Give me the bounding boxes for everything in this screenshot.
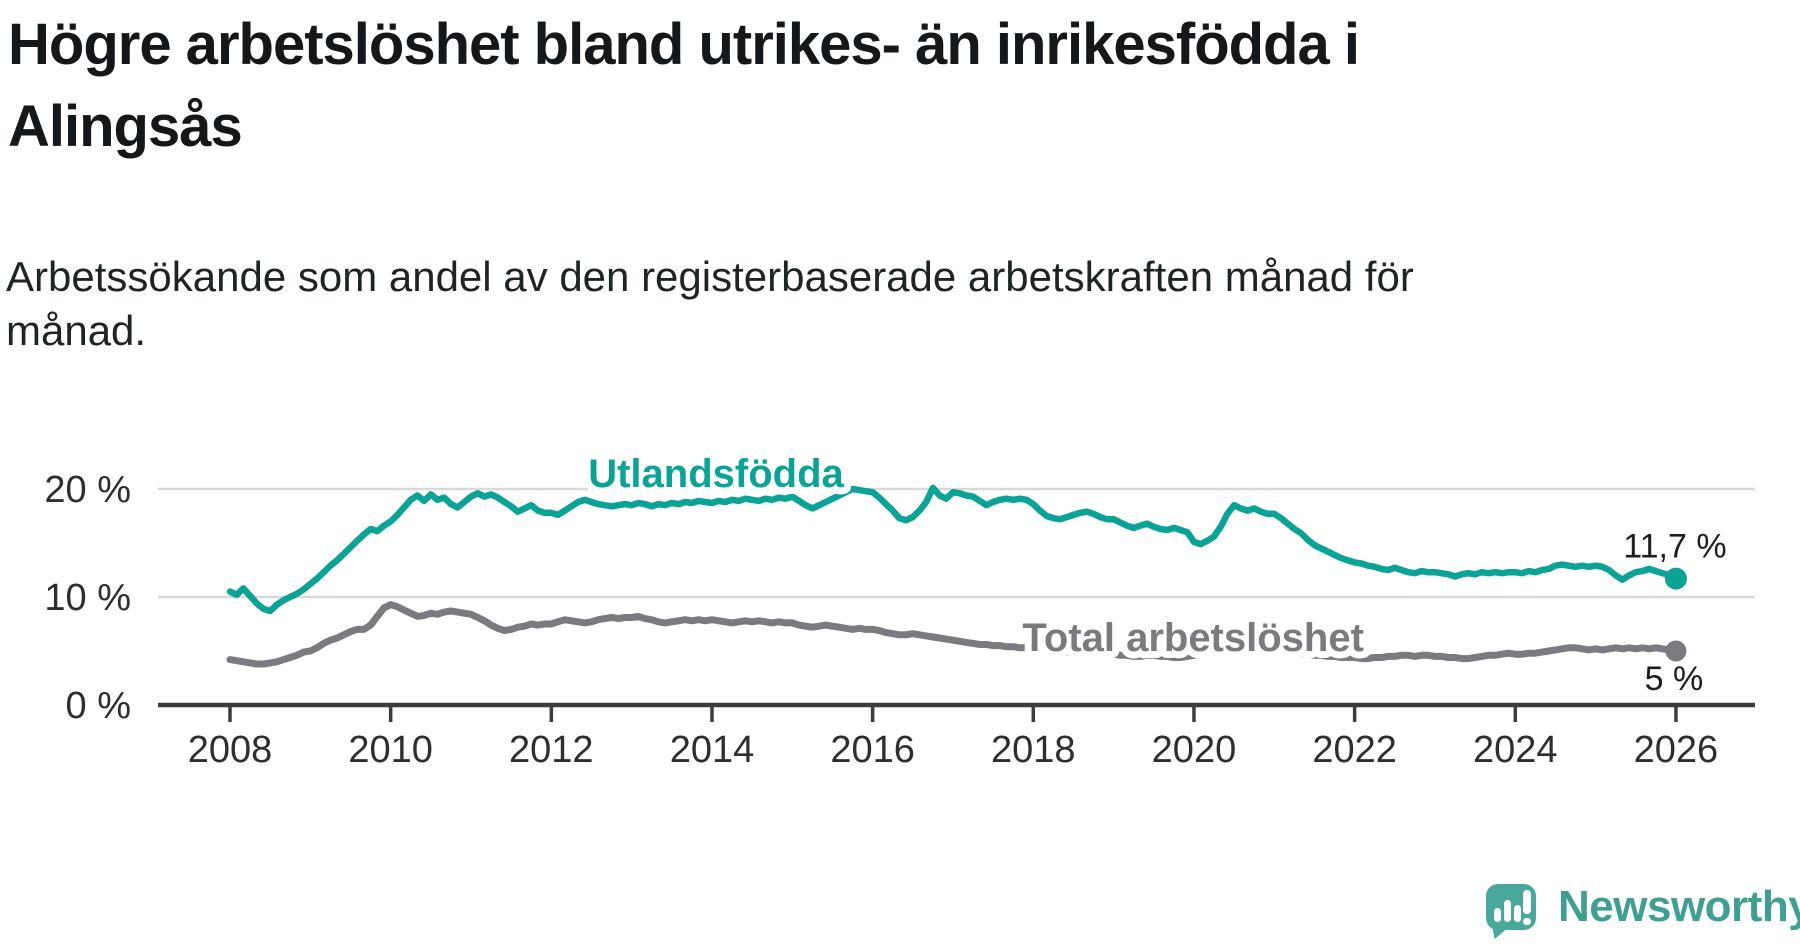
x-axis-tick-label: 2008 bbox=[188, 729, 273, 771]
x-axis-tick-label: 2022 bbox=[1312, 729, 1397, 771]
x-axis-tick-label: 2014 bbox=[670, 729, 755, 771]
series-label-utlandsfodda: Utlandsfödda bbox=[588, 452, 844, 496]
x-axis-tick-label: 2020 bbox=[1152, 729, 1237, 771]
page-title: Högre arbetslöshet bland utrikes- än inr… bbox=[8, 12, 1360, 159]
newsworthy-logo-text: Newsworthy bbox=[1558, 882, 1800, 931]
logo-exclamation-icon bbox=[1523, 890, 1531, 914]
logo-exclamation-dot-icon bbox=[1523, 918, 1531, 925]
x-axis-tick-label: 2026 bbox=[1634, 729, 1719, 771]
x-axis-tick-label: 2010 bbox=[348, 729, 433, 771]
newsworthy-brand: Newsworthy bbox=[1486, 882, 1800, 939]
logo-bar-icon bbox=[1494, 908, 1501, 922]
y-axis-tick-label: 0 % bbox=[66, 685, 131, 727]
newsworthy-logo-icon bbox=[1486, 884, 1536, 939]
series-end-dot-total-arbetsloshet bbox=[1665, 640, 1687, 662]
logo-bar-icon bbox=[1504, 900, 1511, 922]
x-axis-tick-label: 2012 bbox=[509, 729, 594, 771]
series-end-dot-utlandsfodda bbox=[1664, 567, 1687, 590]
logo-bar-icon bbox=[1514, 905, 1521, 922]
x-axis-tick-label: 2016 bbox=[830, 729, 915, 771]
y-axis-tick-label: 20 % bbox=[44, 469, 131, 511]
x-axis-tick-label: 2018 bbox=[991, 729, 1076, 771]
series-line-utlandsfodda bbox=[226, 484, 1680, 615]
y-axis-tick-label: 10 % bbox=[44, 577, 131, 619]
page-subtitle: Arbetssökande som andel av den registerb… bbox=[6, 253, 1414, 354]
x-axis-tick-label: 2024 bbox=[1473, 729, 1558, 771]
series-label-total-arbetsloshet: Total arbetslöshet bbox=[1022, 616, 1364, 660]
series-line-total-arbetsloshet bbox=[226, 601, 1680, 668]
end-value-label-total-arbetsloshet: 5 % bbox=[1645, 660, 1704, 698]
end-value-label-utlandsfodda: 11,7 % bbox=[1623, 528, 1726, 566]
